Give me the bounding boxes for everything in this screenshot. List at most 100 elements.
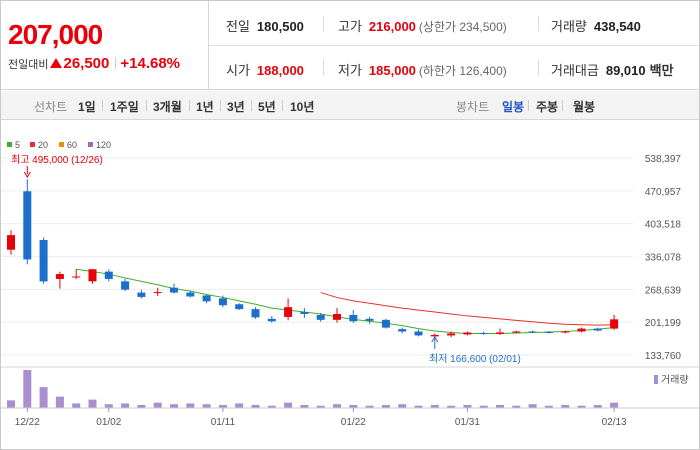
prev-close-label: 전일 bbox=[226, 19, 250, 34]
volume-bar bbox=[300, 404, 309, 408]
divider bbox=[102, 100, 103, 111]
volume-bar bbox=[381, 404, 390, 408]
volume-bar bbox=[610, 402, 619, 408]
tab-1-week[interactable]: 1주일 bbox=[110, 100, 139, 114]
volume-bar bbox=[186, 403, 195, 408]
chart-tab-bar: 선차트 1일 1주일 3개월 1년 3년 5년 10년 봉차트 일봉 주봉 월봉 bbox=[1, 91, 699, 120]
candle-body bbox=[610, 319, 619, 329]
tab-5-years[interactable]: 5년 bbox=[258, 100, 276, 114]
candle-body bbox=[186, 292, 195, 297]
low-arrow-head bbox=[431, 336, 439, 343]
candle-body bbox=[463, 332, 472, 335]
upper-limit: (상한가 234,500) bbox=[418, 20, 507, 34]
high-annotation: 최고 495,000 (12/26) bbox=[11, 154, 103, 166]
candle-body bbox=[398, 329, 407, 332]
up-triangle-icon bbox=[50, 58, 63, 68]
y-tick-label: 201,199 bbox=[645, 318, 682, 329]
candle-body bbox=[300, 312, 309, 314]
candle-body bbox=[137, 292, 146, 297]
volume-bar bbox=[170, 404, 178, 408]
volume-bar bbox=[349, 404, 358, 408]
volume-bar bbox=[251, 404, 260, 408]
y-tick-label: 336,078 bbox=[645, 253, 682, 264]
candles bbox=[7, 179, 619, 340]
candle-body bbox=[593, 328, 602, 331]
moving-average-lines bbox=[76, 268, 615, 334]
volume-bar bbox=[88, 399, 97, 408]
candle-body bbox=[251, 309, 260, 318]
high-cell: 고가 216,000 (상한가 234,500) bbox=[338, 16, 507, 35]
divider bbox=[528, 100, 529, 111]
divider bbox=[538, 16, 539, 31]
divider bbox=[220, 100, 221, 111]
volume-legend: 거래량 bbox=[661, 374, 689, 386]
divider bbox=[323, 60, 324, 75]
low-value: 185,000 bbox=[368, 63, 416, 78]
y-tick-label: 133,760 bbox=[645, 351, 682, 362]
candle-body bbox=[284, 307, 293, 317]
candle-body bbox=[218, 298, 227, 306]
legend-swatch bbox=[30, 142, 35, 147]
volume-bar bbox=[7, 400, 15, 408]
volume-bar bbox=[39, 387, 48, 408]
y-axis: 538,397 470,957 403,518 336,078 268,639 201,1… bbox=[645, 154, 682, 362]
ma20-line bbox=[320, 292, 615, 326]
x-tick-label: 12/22 bbox=[15, 417, 40, 428]
candle-body bbox=[430, 334, 439, 337]
open-label: 시가 bbox=[226, 63, 250, 78]
volume-bars bbox=[1, 366, 699, 408]
candle-chart-group-label: 봉차트 bbox=[456, 100, 490, 114]
low-cell: 저가 185,000 (하한가 126,400) bbox=[338, 60, 507, 79]
volume-bar bbox=[333, 404, 341, 408]
candle-body bbox=[267, 318, 276, 322]
tab-monthly[interactable]: 월봉 bbox=[573, 100, 596, 114]
volume-bar bbox=[577, 405, 586, 408]
candle-body bbox=[561, 331, 570, 333]
legend-label: 60 bbox=[67, 140, 77, 150]
summary-row-divider bbox=[209, 45, 699, 46]
legend-swatch bbox=[7, 142, 12, 147]
tab-1-year[interactable]: 1년 bbox=[196, 100, 214, 114]
trade-value-cell: 거래대금 89,010 백만 bbox=[551, 60, 674, 79]
volume-bar bbox=[561, 404, 570, 408]
volume-bar bbox=[284, 402, 293, 408]
volume-legend-swatch bbox=[654, 375, 658, 384]
legend-label: 20 bbox=[38, 140, 48, 150]
volume-bar bbox=[414, 405, 423, 408]
candle-body bbox=[447, 333, 456, 336]
candle-body bbox=[104, 271, 113, 279]
tab-10-years[interactable]: 10년 bbox=[290, 100, 315, 114]
x-tick-label: 02/13 bbox=[602, 417, 627, 428]
candle-body bbox=[170, 287, 178, 293]
low-label: 저가 bbox=[338, 63, 362, 78]
candle-body bbox=[349, 314, 358, 322]
y-tick-label: 268,639 bbox=[645, 285, 682, 296]
price-summary: 207,000 전일대비 26,500 +14.68% 전일 180,500 고가 21… bbox=[1, 1, 699, 90]
tab-weekly[interactable]: 주봉 bbox=[536, 100, 559, 114]
divider bbox=[146, 100, 147, 111]
candle-body bbox=[153, 292, 162, 294]
volume-label: 거래량 bbox=[551, 19, 587, 34]
change-percent: +14.68% bbox=[120, 55, 181, 72]
candle-body bbox=[7, 235, 15, 250]
x-axis: 12/22 01/02 01/11 01/22 01/31 02/13 bbox=[1, 407, 699, 428]
tab-3-months[interactable]: 3개월 bbox=[153, 100, 182, 114]
volume-bar bbox=[365, 405, 374, 408]
prev-close-value: 180,500 bbox=[256, 19, 304, 34]
volume-bar bbox=[121, 403, 130, 408]
tab-3-years[interactable]: 3년 bbox=[227, 100, 245, 114]
candle-body bbox=[577, 328, 586, 332]
change-label: 전일대비 bbox=[8, 59, 49, 71]
low-annotation: 최저 166,600 (02/01) bbox=[429, 353, 521, 365]
candlestick-chart: 5 20 60 120 538,397 470,957 403,518 336,078 268… bbox=[1, 140, 699, 428]
current-price: 207,000 bbox=[8, 19, 103, 50]
volume-cell: 거래량 438,540 bbox=[551, 16, 641, 35]
y-tick-label: 403,518 bbox=[645, 220, 682, 231]
volume-bar bbox=[447, 405, 456, 408]
candle-body bbox=[121, 281, 130, 290]
volume-bar bbox=[316, 405, 325, 408]
tab-daily[interactable]: 일봉 bbox=[502, 100, 525, 114]
candle-body bbox=[39, 239, 48, 282]
volume-bar bbox=[235, 403, 244, 408]
tab-1-day[interactable]: 1일 bbox=[78, 100, 96, 114]
